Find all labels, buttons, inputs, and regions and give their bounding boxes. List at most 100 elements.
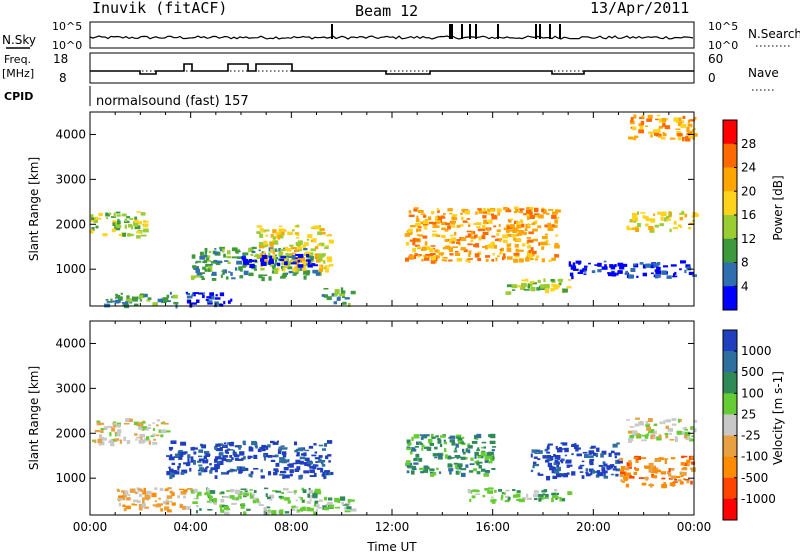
echo-cell xyxy=(475,435,482,438)
echo-cell xyxy=(578,466,583,470)
echo-cell xyxy=(468,250,472,255)
echo-cell xyxy=(469,470,474,473)
echo-cell xyxy=(662,131,665,135)
echo-cell xyxy=(283,259,287,262)
echo-cell xyxy=(239,451,245,456)
echo-cell xyxy=(291,255,296,260)
velocity-ylabel: Slant Range [km] xyxy=(27,366,41,470)
echo-cell xyxy=(164,488,169,492)
echo-cell xyxy=(113,423,117,428)
echo-cell xyxy=(278,225,283,228)
echo-cell xyxy=(281,451,287,456)
echo-cell xyxy=(171,502,176,506)
echo-cell xyxy=(214,465,220,469)
echo-cell xyxy=(687,464,690,467)
echo-cell xyxy=(245,264,248,267)
colorbar-frame xyxy=(722,329,738,521)
echo-cell xyxy=(470,235,477,240)
echo-cell xyxy=(210,499,215,502)
echo-cell xyxy=(113,212,116,217)
echo-cell xyxy=(281,261,286,266)
echo-cell xyxy=(629,426,635,428)
echo-cell xyxy=(132,221,136,226)
echo-cell xyxy=(153,438,156,441)
echo-cell xyxy=(537,225,542,229)
echo-cell xyxy=(209,490,216,494)
echo-cell xyxy=(273,468,279,471)
colorbar-swatch xyxy=(723,498,737,521)
echo-cell xyxy=(292,462,298,465)
echo-cell xyxy=(223,442,227,445)
echo-cell xyxy=(551,492,556,496)
echo-cell xyxy=(486,212,491,215)
echo-cell xyxy=(239,496,242,500)
echo-cell xyxy=(666,218,672,221)
echo-cell xyxy=(669,137,676,140)
echo-cell xyxy=(158,429,161,433)
echo-cell xyxy=(205,263,211,268)
echo-cell xyxy=(500,496,503,501)
echo-cell xyxy=(484,459,489,463)
echo-cell xyxy=(480,468,486,472)
echo-cell xyxy=(340,287,344,292)
echo-cell xyxy=(297,259,301,263)
echo-cell xyxy=(227,261,231,264)
echo-cell xyxy=(681,210,685,215)
echo-cell xyxy=(211,271,217,276)
echo-cell xyxy=(541,258,545,263)
echo-cell xyxy=(653,430,657,435)
echo-cell xyxy=(278,252,283,257)
echo-cell xyxy=(162,501,166,504)
echo-cell xyxy=(444,228,449,232)
echo-cell xyxy=(151,492,157,498)
echo-cell xyxy=(456,241,459,244)
echo-cell xyxy=(295,249,300,252)
echo-cell xyxy=(196,494,199,499)
echo-cell xyxy=(658,434,662,439)
echo-cell xyxy=(116,433,121,437)
echo-cell xyxy=(144,494,151,500)
echo-cell xyxy=(278,446,283,451)
echo-cell xyxy=(629,435,635,439)
echo-cell xyxy=(214,297,221,300)
echo-cell xyxy=(503,207,508,211)
echo-cell xyxy=(666,215,670,220)
echo-cell xyxy=(594,264,600,266)
echo-cell xyxy=(552,475,558,479)
echo-cell xyxy=(191,302,197,305)
echo-cell xyxy=(315,461,319,463)
echo-cell xyxy=(259,233,264,238)
echo-cell xyxy=(477,257,482,262)
echo-cell xyxy=(270,459,276,462)
echo-cell xyxy=(430,245,436,247)
echo-cell xyxy=(269,242,274,247)
colorbar-swatch xyxy=(723,167,737,192)
echo-cell xyxy=(205,259,211,262)
echo-cell xyxy=(142,491,148,495)
echo-cell xyxy=(521,243,526,247)
colorbar-swatch xyxy=(723,435,737,458)
echo-cell xyxy=(691,133,698,137)
echo-cell xyxy=(134,504,138,506)
colorbar-swatch xyxy=(723,238,737,263)
echo-cell xyxy=(492,252,495,256)
echo-cell xyxy=(556,464,560,469)
echo-cell xyxy=(664,125,671,130)
echo-cell xyxy=(107,425,114,429)
echo-cell xyxy=(600,453,604,458)
echo-cell xyxy=(117,424,121,428)
echo-cell xyxy=(682,471,687,476)
echo-cell xyxy=(430,433,434,438)
echo-cell xyxy=(131,503,135,506)
echo-cell xyxy=(305,273,310,276)
echo-cell xyxy=(97,438,102,444)
echo-cell xyxy=(294,266,298,270)
echo-cell xyxy=(98,441,102,446)
echo-cell xyxy=(263,457,266,461)
echo-cell xyxy=(672,275,678,278)
echo-cell xyxy=(248,446,252,451)
echo-cell xyxy=(515,260,518,263)
echo-cell xyxy=(90,214,94,218)
echo-cell xyxy=(309,499,312,501)
